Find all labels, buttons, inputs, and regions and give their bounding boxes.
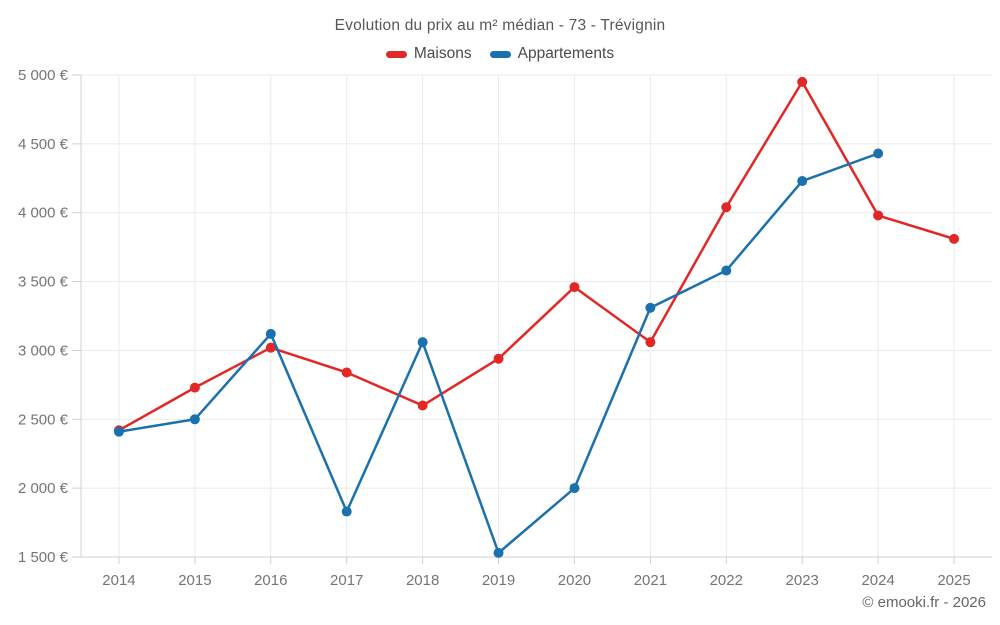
x-tick-label: 2021: [634, 572, 667, 589]
y-tick-label: 2 500 €: [18, 411, 69, 428]
chart-title: Evolution du prix au m² médian - 73 - Tr…: [334, 17, 666, 34]
maisons-point-2021[interactable]: [645, 337, 656, 348]
appartements-point-2014[interactable]: [113, 426, 124, 437]
maisons-point-2017[interactable]: [341, 367, 352, 378]
maisons-series-swatch-icon: [385, 50, 407, 58]
maisons-point-2024[interactable]: [873, 210, 884, 221]
maisons-point-2022[interactable]: [721, 202, 732, 213]
x-tick-label: 2018: [406, 572, 439, 589]
y-tick-label: 4 000 €: [18, 205, 69, 222]
y-tick-label: 3 500 €: [18, 274, 69, 291]
legend-label-appartements: Appartements: [517, 45, 615, 62]
maisons-point-2023[interactable]: [797, 76, 808, 87]
maisons-point-2016[interactable]: [265, 342, 276, 353]
x-tick-label: 2016: [254, 572, 287, 589]
appartements-point-2015[interactable]: [189, 414, 200, 425]
y-tick-label: 3 000 €: [18, 342, 69, 359]
x-tick-label: 2015: [178, 572, 211, 589]
y-tick-label: 5 000 €: [18, 67, 69, 84]
y-tick-label: 2 000 €: [18, 480, 69, 497]
x-tick-label: 2022: [710, 572, 743, 589]
appartements-point-2017[interactable]: [341, 506, 352, 517]
appartements-point-2018[interactable]: [417, 337, 428, 348]
appartements-point-2024[interactable]: [873, 148, 884, 159]
chart-legend: Maisons Appartements: [0, 45, 1000, 63]
x-tick-label: 2023: [786, 572, 819, 589]
y-tick-label: 1 500 €: [18, 549, 69, 566]
x-tick-label: 2024: [861, 572, 894, 589]
maisons-line: [117, 80, 956, 432]
appartements-point-2016[interactable]: [265, 328, 276, 339]
maisons-point-2019[interactable]: [493, 353, 504, 364]
maisons-point-2015[interactable]: [189, 382, 200, 393]
maisons-point-2020[interactable]: [569, 282, 580, 293]
x-tick-label: 2025: [937, 572, 970, 589]
maisons-point-2018[interactable]: [417, 400, 428, 411]
x-tick-label: 2020: [558, 572, 591, 589]
legend-item-maisons[interactable]: Maisons: [385, 45, 472, 63]
x-tick-label: 2017: [330, 572, 363, 589]
maisons-point-2025[interactable]: [949, 233, 960, 244]
appartements-point-2022[interactable]: [721, 265, 732, 276]
appartements-series-swatch-icon: [489, 50, 511, 58]
appartements-point-2020[interactable]: [569, 483, 580, 494]
legend-label-maisons: Maisons: [413, 45, 472, 62]
appartements-point-2023[interactable]: [797, 176, 808, 187]
copyright-footer: © emooki.fr - 2026: [862, 594, 986, 611]
x-tick-label: 2014: [102, 572, 135, 589]
appartements-point-2021[interactable]: [645, 302, 656, 313]
y-tick-label: 4 500 €: [18, 136, 69, 153]
appartements-point-2019[interactable]: [493, 547, 504, 558]
legend-item-appartements[interactable]: Appartements: [489, 45, 615, 63]
x-tick-label: 2019: [482, 572, 515, 589]
